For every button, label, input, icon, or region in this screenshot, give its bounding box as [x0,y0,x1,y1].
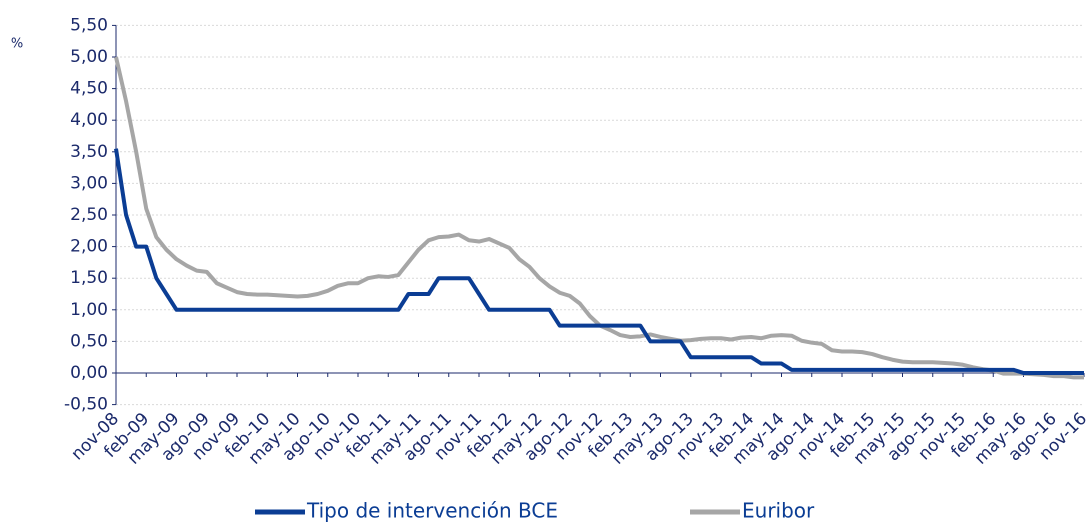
y-tick-label: -0,50 [64,395,108,415]
legend-label: Tipo de intervención BCE [306,499,558,523]
y-tick-label: 5,50 [70,15,108,35]
legend-label: Euribor [742,499,815,523]
y-tick-label: 1,00 [70,300,108,320]
y-tick-label: 2,50 [70,205,108,225]
y-tick-label: 1,50 [70,268,108,288]
y-tick-label: 2,00 [70,237,108,257]
y-axis-label: % [11,37,23,52]
y-tick-label: 4,00 [70,110,108,130]
series-line [114,148,1084,375]
y-tick-label: 3,00 [70,173,108,193]
series-line [114,56,1084,380]
y-tick-label: 5,00 [70,47,108,67]
y-tick-label: 0,50 [70,331,108,351]
y-tick-label: 4,50 [70,79,108,99]
y-tick-label: 3,50 [70,142,108,162]
y-tick-label: 0,00 [70,363,108,383]
